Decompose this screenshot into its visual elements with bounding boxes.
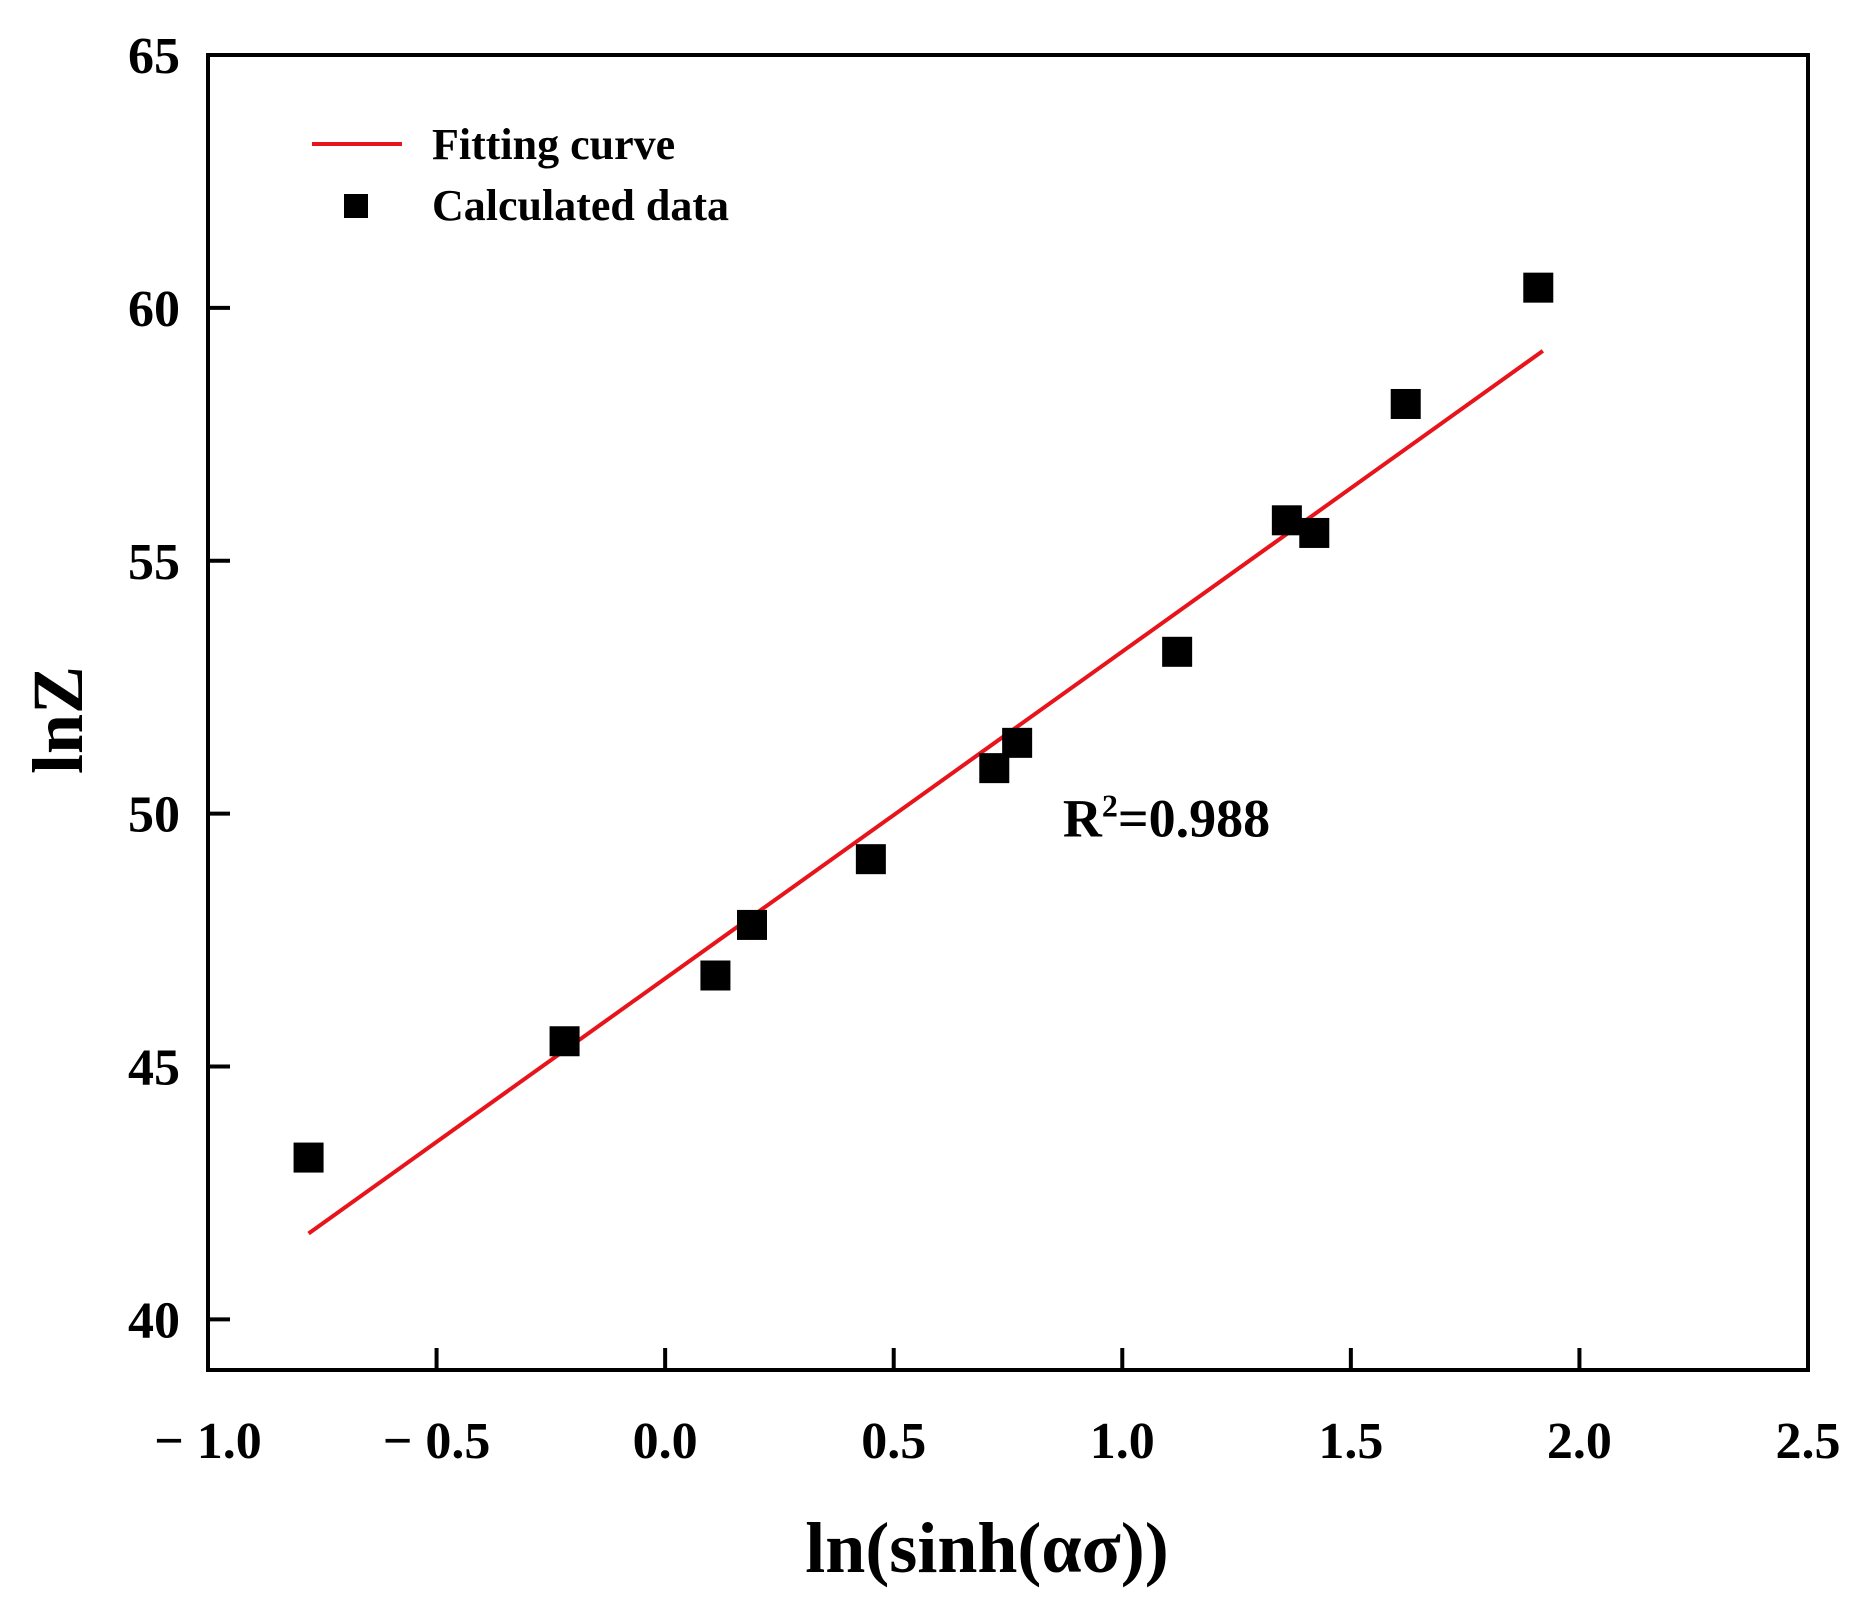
y-tick-label: 45 — [128, 1040, 180, 1097]
annotation-r: R — [1063, 789, 1103, 849]
y-tick-label: 55 — [128, 534, 180, 591]
y-tick-label: 60 — [128, 281, 180, 338]
x-tick-label: 0.5 — [861, 1413, 926, 1470]
data-point — [700, 960, 731, 991]
y-tick-label: 65 — [128, 28, 180, 85]
y-tick-label: 50 — [128, 787, 180, 844]
data-point — [1523, 272, 1554, 303]
data-point — [1271, 505, 1302, 536]
series — [293, 272, 1554, 1236]
y-tick-label: 40 — [128, 1292, 180, 1349]
fitting-curve-line — [307, 349, 1545, 1236]
data-point — [737, 909, 767, 940]
x-tick-label: 1.0 — [1090, 1413, 1155, 1470]
x-tick-label: − 1.0 — [154, 1413, 262, 1470]
data-point — [1162, 636, 1193, 667]
x-tick-label: 2.5 — [1776, 1413, 1841, 1470]
data-point — [1002, 727, 1033, 758]
legend-fitting-curve-label: Fitting curve — [432, 120, 675, 169]
legend: Fitting curve Calculated data — [312, 120, 729, 230]
data-point — [549, 1026, 580, 1057]
r-squared-annotation: R2=0.988 — [1063, 788, 1270, 849]
annotation-superscript: 2 — [1102, 788, 1118, 824]
annotation-value: =0.988 — [1118, 789, 1270, 849]
plot-frame — [206, 53, 1810, 1372]
x-tick-label: 0.0 — [633, 1413, 698, 1470]
y-axis-title: lnZ — [18, 666, 98, 774]
x-axis-title: ln(sinh(ασ)) — [805, 1508, 1168, 1588]
x-tick-label: 1.5 — [1318, 1413, 1383, 1470]
data-point — [979, 753, 1010, 784]
data-point — [855, 844, 886, 875]
legend-calculated-data-label: Calculated data — [432, 181, 729, 230]
legend-calculated-data-swatch — [344, 194, 368, 218]
x-tick-label: 2.0 — [1547, 1413, 1612, 1470]
x-tick-label: − 0.5 — [383, 1413, 491, 1470]
axes: − 1.0 − 0.5 0.0 0.5 1.0 1.5 2.0 2.5 40 45 50 55 60 65 — [128, 28, 1841, 1470]
data-point — [1390, 388, 1421, 419]
data-point — [293, 1142, 324, 1173]
data-point — [1299, 517, 1330, 548]
